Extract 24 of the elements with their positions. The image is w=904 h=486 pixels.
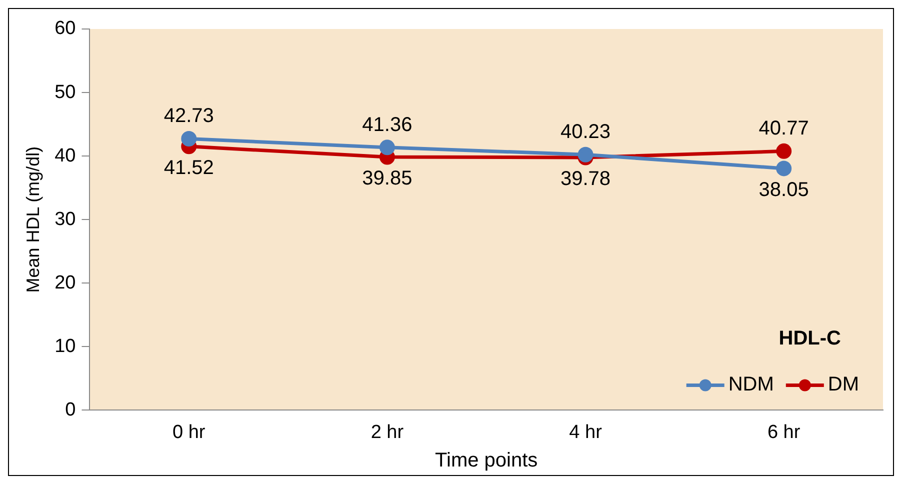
data-label: 42.73 xyxy=(164,105,214,128)
legend-label: DM xyxy=(828,374,860,396)
x-tick-label: 0 hr xyxy=(172,422,206,443)
data-label: 39.85 xyxy=(362,168,412,190)
y-axis-title: Mean HDL (mg/dl) xyxy=(22,146,43,293)
y-tick-label: 20 xyxy=(54,272,76,294)
y-tick-label: 30 xyxy=(54,208,76,230)
y-tick-label: 10 xyxy=(54,336,76,357)
x-tick-label: 2 hr xyxy=(370,422,404,443)
data-label: 41.36 xyxy=(362,114,412,136)
data-label: 38.05 xyxy=(758,178,809,201)
data-label: 40.77 xyxy=(758,118,809,140)
annotation: HDL-C xyxy=(778,328,841,350)
x-tick-label: 4 hr xyxy=(569,422,603,443)
data-label: 40.23 xyxy=(560,121,611,144)
y-tick-label: 60 xyxy=(54,18,76,40)
y-tick-label: 0 xyxy=(65,399,76,420)
legend-label: NDM xyxy=(728,374,774,396)
x-axis-title: Time points xyxy=(435,450,538,472)
data-label: 39.78 xyxy=(560,168,611,190)
data-label: 41.52 xyxy=(164,156,214,179)
y-tick-label: 50 xyxy=(54,82,76,103)
x-tick-label: 6 hr xyxy=(767,422,801,443)
y-tick-label: 40 xyxy=(54,145,76,166)
